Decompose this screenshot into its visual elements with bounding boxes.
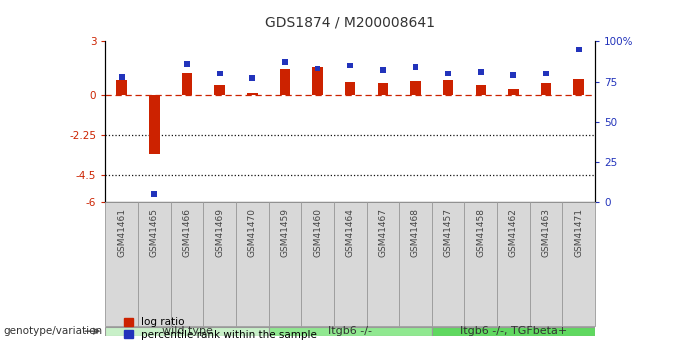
Text: GSM41464: GSM41464	[345, 208, 355, 257]
Bar	[475, 85, 486, 95]
Bar	[116, 80, 127, 95]
Bar	[380, 68, 386, 73]
Text: GSM41466: GSM41466	[182, 208, 192, 257]
Bar	[413, 64, 418, 70]
Bar	[184, 61, 190, 67]
Text: GSM41465: GSM41465	[150, 208, 159, 257]
Text: GSM41468: GSM41468	[411, 208, 420, 257]
Bar	[345, 81, 356, 95]
Bar	[149, 95, 160, 154]
Bar	[279, 69, 290, 95]
Text: GSM41463: GSM41463	[541, 208, 551, 257]
Bar	[478, 69, 483, 75]
Bar	[541, 83, 551, 95]
Bar	[445, 71, 451, 76]
Bar	[152, 191, 157, 197]
Bar	[217, 71, 222, 76]
Bar	[562, 202, 595, 326]
Bar	[543, 71, 549, 76]
Bar	[203, 202, 236, 326]
Bar	[347, 63, 353, 68]
Bar	[301, 202, 334, 326]
Bar	[105, 202, 138, 326]
Bar	[312, 67, 323, 95]
Text: GSM41461: GSM41461	[117, 208, 126, 257]
Bar	[171, 202, 203, 326]
Bar	[508, 89, 519, 95]
Text: Itgb6 -/-, TGFbeta+: Itgb6 -/-, TGFbeta+	[460, 326, 567, 336]
Bar	[410, 81, 421, 95]
Bar	[119, 74, 124, 79]
Text: GSM41470: GSM41470	[248, 208, 257, 257]
Text: GDS1874 / M200008641: GDS1874 / M200008641	[265, 16, 435, 30]
Bar	[236, 202, 269, 326]
Bar	[247, 93, 258, 95]
Bar	[576, 47, 581, 52]
Bar	[464, 202, 497, 326]
Bar	[432, 202, 464, 326]
Bar	[269, 202, 301, 326]
Bar	[269, 326, 432, 336]
Text: GSM41459: GSM41459	[280, 208, 290, 257]
Bar	[377, 83, 388, 95]
Bar	[573, 79, 584, 95]
Bar	[530, 202, 562, 326]
Bar	[282, 59, 288, 65]
Bar	[214, 85, 225, 95]
Bar	[443, 80, 454, 95]
Bar	[367, 202, 399, 326]
Bar	[399, 202, 432, 326]
Text: GSM41462: GSM41462	[509, 208, 518, 257]
Text: GSM41471: GSM41471	[574, 208, 583, 257]
Text: GSM41457: GSM41457	[443, 208, 453, 257]
Bar	[315, 66, 320, 71]
Bar	[497, 202, 530, 326]
Text: GSM41469: GSM41469	[215, 208, 224, 257]
Bar	[138, 202, 171, 326]
Bar	[334, 202, 367, 326]
Bar	[511, 72, 516, 78]
Legend: log ratio, percentile rank within the sample: log ratio, percentile rank within the sa…	[124, 317, 317, 340]
Text: wild type: wild type	[162, 326, 212, 336]
Bar	[432, 326, 595, 336]
Text: genotype/variation: genotype/variation	[3, 326, 103, 336]
Text: GSM41460: GSM41460	[313, 208, 322, 257]
Bar	[105, 326, 269, 336]
Text: GSM41467: GSM41467	[378, 208, 388, 257]
Text: Itgb6 -/-: Itgb6 -/-	[328, 326, 372, 336]
Bar	[250, 76, 255, 81]
Bar	[182, 73, 192, 95]
Text: GSM41458: GSM41458	[476, 208, 486, 257]
